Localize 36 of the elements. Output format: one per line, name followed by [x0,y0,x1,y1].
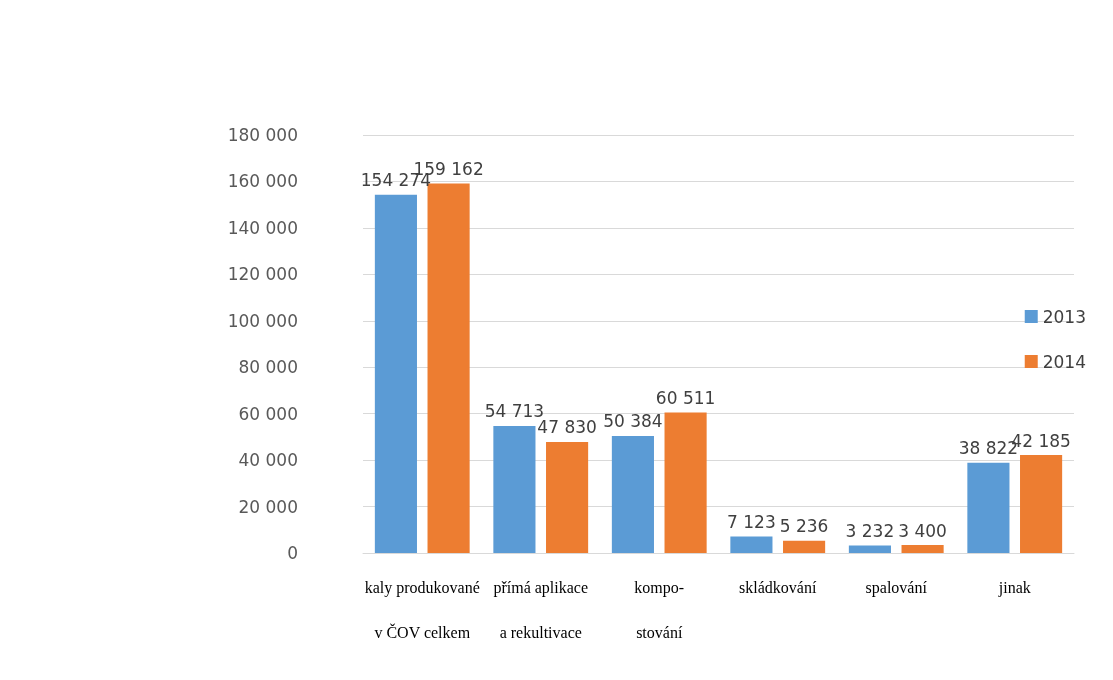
data-label: 50 384 [603,411,663,432]
category-label: kaly produkované v ČOV celkem [364,579,480,641]
y-tick-label: 180 000 [227,125,298,145]
bar [730,536,773,553]
bar [611,436,654,553]
bar [546,441,589,553]
x-tick-label: skládkování [739,579,817,596]
bar [664,412,707,553]
y-tick-label: 0 [287,543,298,563]
data-label: 60 511 [655,387,716,408]
y-tick-label: 160 000 [227,171,298,192]
y-tick-label: 140 000 [227,217,298,238]
data-label: 7 123 [727,511,776,532]
legend-label: 2014 [1042,351,1086,372]
y-tick-label: 80 000 [238,357,298,378]
bar [493,425,536,553]
x-tick-label: spalování [865,579,928,597]
bar [967,462,1010,553]
bar [783,540,826,553]
category-label: kompo- stování [634,579,685,641]
y-tick-label: 120 000 [227,264,298,285]
data-label: 47 830 [537,417,597,438]
bar [848,545,891,553]
data-label: 3 232 [845,520,895,541]
y-tick-label: 40 000 [238,450,298,471]
data-label: 5 236 [779,516,829,537]
bar [901,545,944,553]
data-label: 3 400 [898,520,947,541]
category-label: přímá aplikace a rekultivace [493,579,589,641]
legend-label: 2013 [1042,306,1086,327]
y-tick-label: 60 000 [238,403,298,424]
bar [1020,455,1063,553]
y-tick-label: 100 000 [227,310,298,331]
bar [374,194,417,553]
y-tick-label: 20 000 [238,496,298,517]
x-tick-label: jinak [997,579,1031,597]
